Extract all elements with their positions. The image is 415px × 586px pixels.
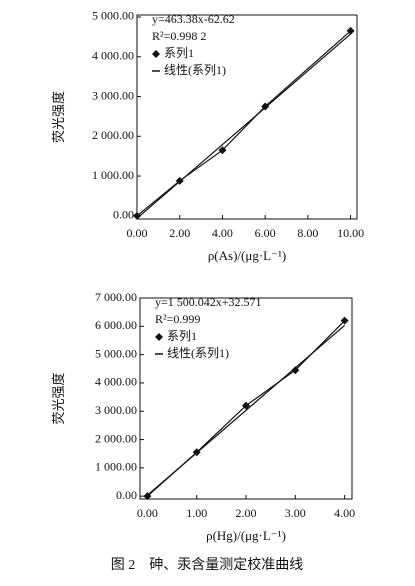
y-tick-label: 2 000.00 xyxy=(95,431,137,445)
x-tick-label: 3.00 xyxy=(285,506,306,520)
data-point xyxy=(218,146,227,155)
y-tick-label: 3 000.00 xyxy=(95,403,137,417)
x-tick-label: 10.00 xyxy=(337,226,364,240)
x-tick-label: 4.00 xyxy=(334,506,355,520)
legend-label: 系列1 xyxy=(167,329,197,343)
x-tick-label: 2.00 xyxy=(169,226,190,240)
x-axis-label: ρ(As)/(μg·L⁻¹) xyxy=(208,248,286,263)
x-tick-label: 1.00 xyxy=(186,506,207,520)
y-tick-label: 4 000.00 xyxy=(92,49,134,63)
data-point xyxy=(242,401,250,410)
y-tick-label: 5 000.00 xyxy=(95,346,137,360)
x-tick-label: 0.00 xyxy=(127,226,148,240)
data-point xyxy=(346,26,355,35)
annotation: y=463.38x-62.62 xyxy=(152,12,235,26)
data-point xyxy=(340,316,349,325)
data-point xyxy=(261,102,270,111)
annotation: R²=0.998 2 xyxy=(152,29,206,43)
caption: 图 2 砷、汞含量测定校准曲线 xyxy=(111,556,304,573)
y-tick-label: 0.00 xyxy=(113,208,134,222)
x-tick-label: 8.00 xyxy=(297,226,318,240)
series-line xyxy=(147,324,345,496)
data-point xyxy=(291,366,300,375)
y-tick-label: 5 000.00 xyxy=(92,9,134,23)
annotation: R²=0.999 xyxy=(155,312,200,326)
legend-marker xyxy=(152,50,160,58)
y-tick-label: 6 000.00 xyxy=(95,318,137,332)
plot-frame xyxy=(136,14,358,220)
y-tick-label: 1 000.00 xyxy=(95,460,137,474)
y-tick-label: 1 000.00 xyxy=(92,168,134,182)
legend-label: 系列1 xyxy=(164,46,194,60)
series-line xyxy=(136,33,351,219)
x-axis-label: ρ(Hg)/(μg·L⁻¹) xyxy=(206,528,286,543)
y-tick-label: 4 000.00 xyxy=(95,375,137,389)
y-tick-label: 7 000.00 xyxy=(95,290,137,304)
legend-label: 线性(系列1) xyxy=(164,63,226,77)
annotation: y=1 500.042x+32.571 xyxy=(155,295,262,309)
y-tick-label: 0.00 xyxy=(116,488,137,502)
legend-marker xyxy=(155,333,163,341)
x-tick-label: 0.00 xyxy=(137,506,158,520)
x-tick-label: 4.00 xyxy=(212,226,233,240)
data-point xyxy=(133,211,141,220)
y-tick-label: 3 000.00 xyxy=(92,88,134,102)
x-tick-label: 2.00 xyxy=(236,506,257,520)
y-axis-label: 荧光强度 xyxy=(51,91,66,143)
y-axis-label: 荧光强度 xyxy=(51,372,66,424)
x-tick-label: 6.00 xyxy=(255,226,276,240)
legend-label: 线性(系列1) xyxy=(167,346,229,360)
y-tick-label: 2 000.00 xyxy=(92,128,134,142)
